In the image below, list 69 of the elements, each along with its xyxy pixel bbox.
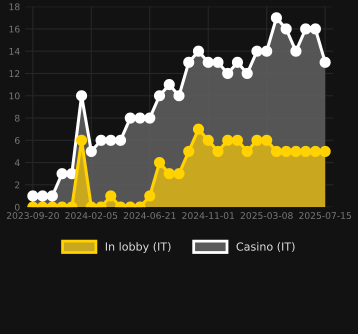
point [280,23,292,35]
point [320,56,331,68]
point [173,90,185,102]
point [300,146,312,157]
y-tick-label: 6 [15,136,20,144]
point [261,46,272,57]
point [270,146,282,157]
point [242,146,253,157]
point [164,168,175,180]
point [56,168,68,180]
point [212,56,224,68]
point [144,112,156,124]
point [232,56,244,68]
y-tick-label: 14 [10,48,20,55]
y-tick-label: 2 [15,181,20,188]
point [280,146,292,157]
y-tick-label: 12 [10,70,20,77]
point [173,168,185,180]
point [192,124,204,135]
x-tick-label: 2024-02-05 [65,212,118,220]
x-tick-label: 2024-06-21 [124,212,176,220]
point [183,146,194,157]
legend-label: In lobby (IT) [106,242,170,253]
point [222,134,234,146]
point [105,190,116,202]
point [183,56,194,68]
y-tick-label: 16 [10,26,20,33]
point [202,56,214,68]
point [232,134,244,146]
point [154,90,166,102]
point [46,190,58,202]
point [37,190,48,202]
x-tick-label: 2025-03-08 [240,212,293,220]
point [114,134,126,146]
point [222,68,234,80]
y-tick-label: 18 [10,3,20,10]
x-tick-label: 2024-11-01 [182,212,234,220]
point [27,190,38,202]
point [124,112,136,124]
point [76,90,88,102]
point [290,146,302,157]
legend-label: Casino (IT) [236,242,294,252]
point [261,134,272,146]
point [105,134,116,146]
point [251,46,262,57]
x-tick-label: 2023-09-20 [6,212,59,220]
point [242,68,253,80]
point [310,23,321,35]
point [251,134,262,146]
y-tick-label: 0 [14,204,20,211]
point [76,134,88,146]
y-tick-label: 10 [10,92,20,100]
y-tick-label: 4 [14,159,20,166]
point [192,46,204,57]
point [310,146,321,157]
y-tick-label: 8 [14,114,20,122]
point [96,134,107,146]
point [202,134,214,146]
point [86,146,97,157]
point [154,156,166,168]
x-tick-label: 2025-07-15 [299,212,351,220]
point [164,79,175,90]
point [270,12,282,24]
point [300,23,312,35]
point [290,46,302,57]
point [212,146,224,157]
point [134,112,146,124]
point [144,190,156,202]
point [320,146,331,157]
